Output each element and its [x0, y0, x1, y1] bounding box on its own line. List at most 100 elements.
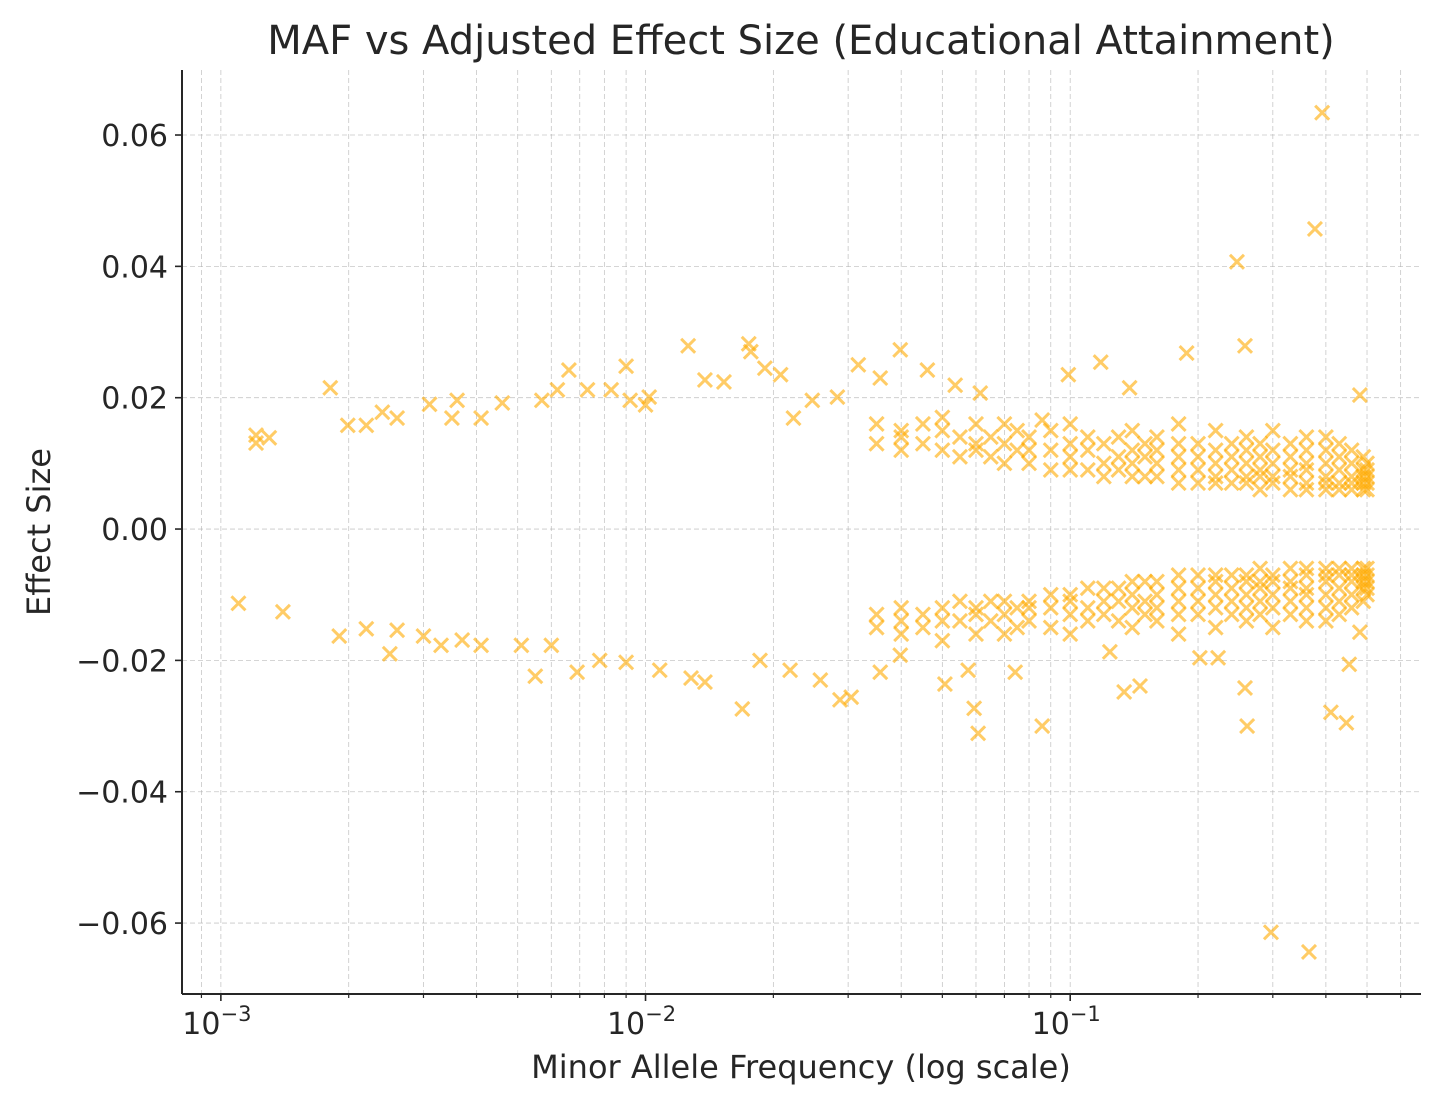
- data-point: [1136, 435, 1154, 452]
- data-point: [1317, 468, 1334, 485]
- data-point: [432, 637, 450, 654]
- data-point: [1343, 475, 1360, 492]
- data-point: [1170, 566, 1187, 584]
- data-point: [1020, 442, 1038, 459]
- chart-title: MAF vs Adjusted Effect Size (Educational…: [267, 18, 1335, 64]
- data-point: [1238, 612, 1255, 630]
- y-tick-label: −0.04: [76, 776, 168, 811]
- data-point: [1252, 606, 1269, 623]
- data-point: [1252, 580, 1269, 597]
- data-point: [1317, 481, 1334, 498]
- data-point: [1042, 599, 1059, 616]
- data-point: [1298, 580, 1315, 597]
- y-axis-label: Effect Size: [20, 448, 58, 616]
- data-point: [494, 394, 511, 412]
- data-point: [893, 612, 910, 630]
- data-point: [951, 429, 968, 446]
- data-point: [1343, 481, 1360, 498]
- data-point: [1331, 560, 1348, 577]
- data-point: [893, 429, 910, 446]
- data-point: [1358, 586, 1376, 603]
- data-point: [513, 637, 530, 654]
- data-point: [389, 409, 406, 427]
- data-point: [1079, 442, 1096, 459]
- data-point: [996, 415, 1013, 433]
- data-point: [1007, 664, 1024, 681]
- data-point: [967, 606, 985, 623]
- data-point: [473, 409, 490, 427]
- data-point: [772, 366, 789, 383]
- data-point: [1282, 461, 1299, 479]
- data-point: [893, 442, 910, 459]
- data-point: [1124, 599, 1141, 616]
- data-point: [934, 632, 951, 649]
- data-point: [274, 603, 291, 620]
- data-point: [982, 448, 999, 465]
- data-point: [1358, 573, 1376, 590]
- data-point: [1264, 619, 1281, 636]
- data-point: [1223, 448, 1240, 465]
- data-point: [622, 392, 639, 409]
- data-point: [1223, 435, 1240, 452]
- data-point: [893, 422, 910, 439]
- data-point: [454, 631, 471, 649]
- data-point: [1079, 599, 1096, 616]
- data-point: [1223, 475, 1240, 492]
- data-point: [982, 593, 999, 610]
- data-point: [1009, 442, 1026, 459]
- data-point: [1136, 573, 1154, 590]
- data-point: [1317, 599, 1334, 616]
- data-point: [1252, 593, 1269, 610]
- data-point: [1264, 566, 1281, 584]
- data-point: [1298, 475, 1315, 492]
- data-point: [1317, 560, 1334, 577]
- data-point: [358, 620, 375, 637]
- data-point: [682, 670, 700, 687]
- data-point: [1020, 612, 1038, 630]
- data-point: [1306, 220, 1324, 237]
- data-point: [1207, 442, 1224, 459]
- data-point: [1282, 468, 1299, 485]
- data-point: [1238, 455, 1255, 472]
- data-point: [1282, 593, 1299, 610]
- data-point: [1062, 448, 1079, 465]
- data-point: [533, 392, 550, 409]
- data-point: [1207, 566, 1224, 584]
- data-point: [782, 662, 799, 679]
- data-point: [1062, 606, 1079, 623]
- data-point: [1264, 422, 1281, 439]
- data-point: [1170, 580, 1187, 597]
- data-point: [421, 396, 438, 413]
- data-point: [1298, 442, 1315, 459]
- data-point: [1148, 468, 1165, 485]
- data-point: [374, 404, 391, 421]
- data-point: [261, 429, 278, 446]
- data-point: [996, 435, 1013, 452]
- data-point: [1009, 619, 1026, 636]
- data-point: [549, 381, 566, 398]
- data-point: [1079, 429, 1096, 446]
- data-point: [1124, 442, 1141, 459]
- data-point: [1358, 475, 1376, 492]
- data-point: [1317, 586, 1334, 603]
- data-point: [1358, 461, 1376, 479]
- data-point: [591, 652, 608, 669]
- data-point: [473, 637, 490, 654]
- data-point: [1338, 714, 1355, 731]
- data-point: [1124, 573, 1141, 590]
- data-point: [1095, 435, 1112, 452]
- data-point: [1207, 599, 1224, 616]
- data-point: [1282, 448, 1299, 465]
- data-point: [966, 700, 983, 717]
- data-point: [872, 664, 889, 681]
- data-point: [1020, 429, 1038, 446]
- data-point: [1331, 593, 1348, 610]
- data-point: [1207, 586, 1224, 603]
- data-point: [1189, 566, 1207, 584]
- data-point: [1239, 717, 1256, 735]
- data-point: [1042, 619, 1059, 636]
- data-point: [1317, 475, 1334, 492]
- data-point: [1282, 580, 1299, 597]
- data-point: [1298, 429, 1315, 446]
- data-point: [1189, 435, 1207, 452]
